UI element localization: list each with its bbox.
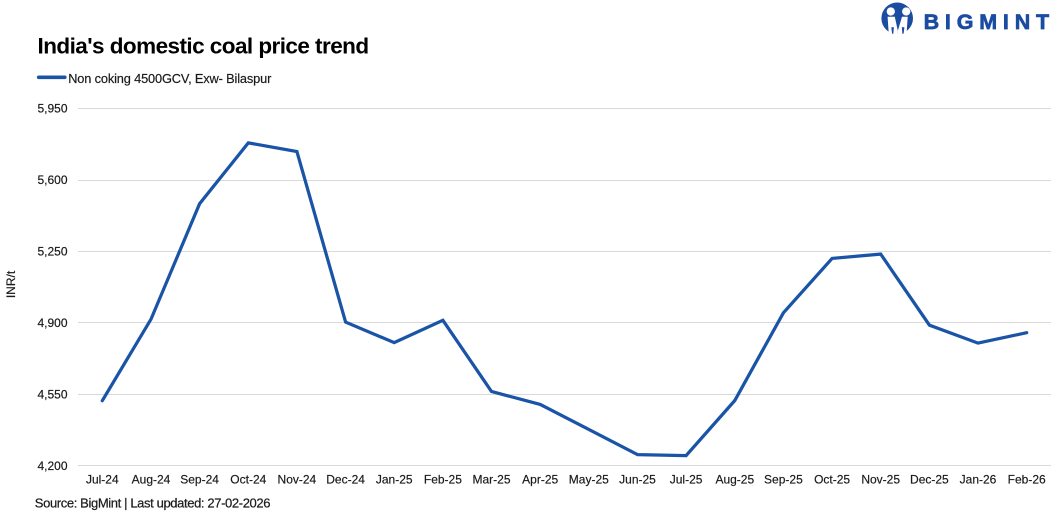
svg-text:Dec-25: Dec-25 (910, 473, 949, 487)
svg-text:Oct-25: Oct-25 (814, 473, 850, 487)
svg-text:Feb-26: Feb-26 (1008, 473, 1046, 487)
svg-text:INR/t: INR/t (4, 270, 18, 298)
svg-text:Sep-24: Sep-24 (180, 473, 219, 487)
svg-text:Sep-25: Sep-25 (764, 473, 803, 487)
svg-text:Jul-24: Jul-24 (86, 473, 119, 487)
svg-text:Source: BigMint | Last updated: Source: BigMint | Last updated: 27-02-20… (35, 495, 270, 510)
svg-text:4,900: 4,900 (37, 316, 67, 330)
svg-text:India's domestic coal price tr: India's domestic coal price trend (38, 33, 369, 58)
svg-text:Nov-25: Nov-25 (861, 473, 900, 487)
svg-text:Dec-24: Dec-24 (326, 473, 365, 487)
svg-text:Oct-24: Oct-24 (230, 473, 266, 487)
svg-text:Mar-25: Mar-25 (472, 473, 510, 487)
svg-text:Nov-24: Nov-24 (278, 473, 317, 487)
svg-text:5,600: 5,600 (37, 173, 67, 187)
svg-text:May-25: May-25 (569, 473, 609, 487)
svg-text:5,250: 5,250 (37, 245, 67, 259)
svg-text:5,950: 5,950 (37, 102, 67, 116)
svg-text:Aug-25: Aug-25 (715, 473, 754, 487)
svg-text:BIGMINT: BIGMINT (924, 10, 1055, 34)
svg-text:Non coking 4500GCV, Exw- Bilas: Non coking 4500GCV, Exw- Bilaspur (68, 71, 272, 86)
svg-text:Jan-25: Jan-25 (376, 473, 413, 487)
svg-text:Feb-25: Feb-25 (424, 473, 462, 487)
svg-text:4,200: 4,200 (37, 459, 67, 473)
svg-text:Jun-25: Jun-25 (619, 473, 656, 487)
svg-text:4,550: 4,550 (37, 387, 67, 401)
svg-text:Aug-24: Aug-24 (132, 473, 171, 487)
svg-text:Apr-25: Apr-25 (522, 473, 558, 487)
svg-text:Jul-25: Jul-25 (670, 473, 703, 487)
svg-text:Jan-26: Jan-26 (960, 473, 997, 487)
